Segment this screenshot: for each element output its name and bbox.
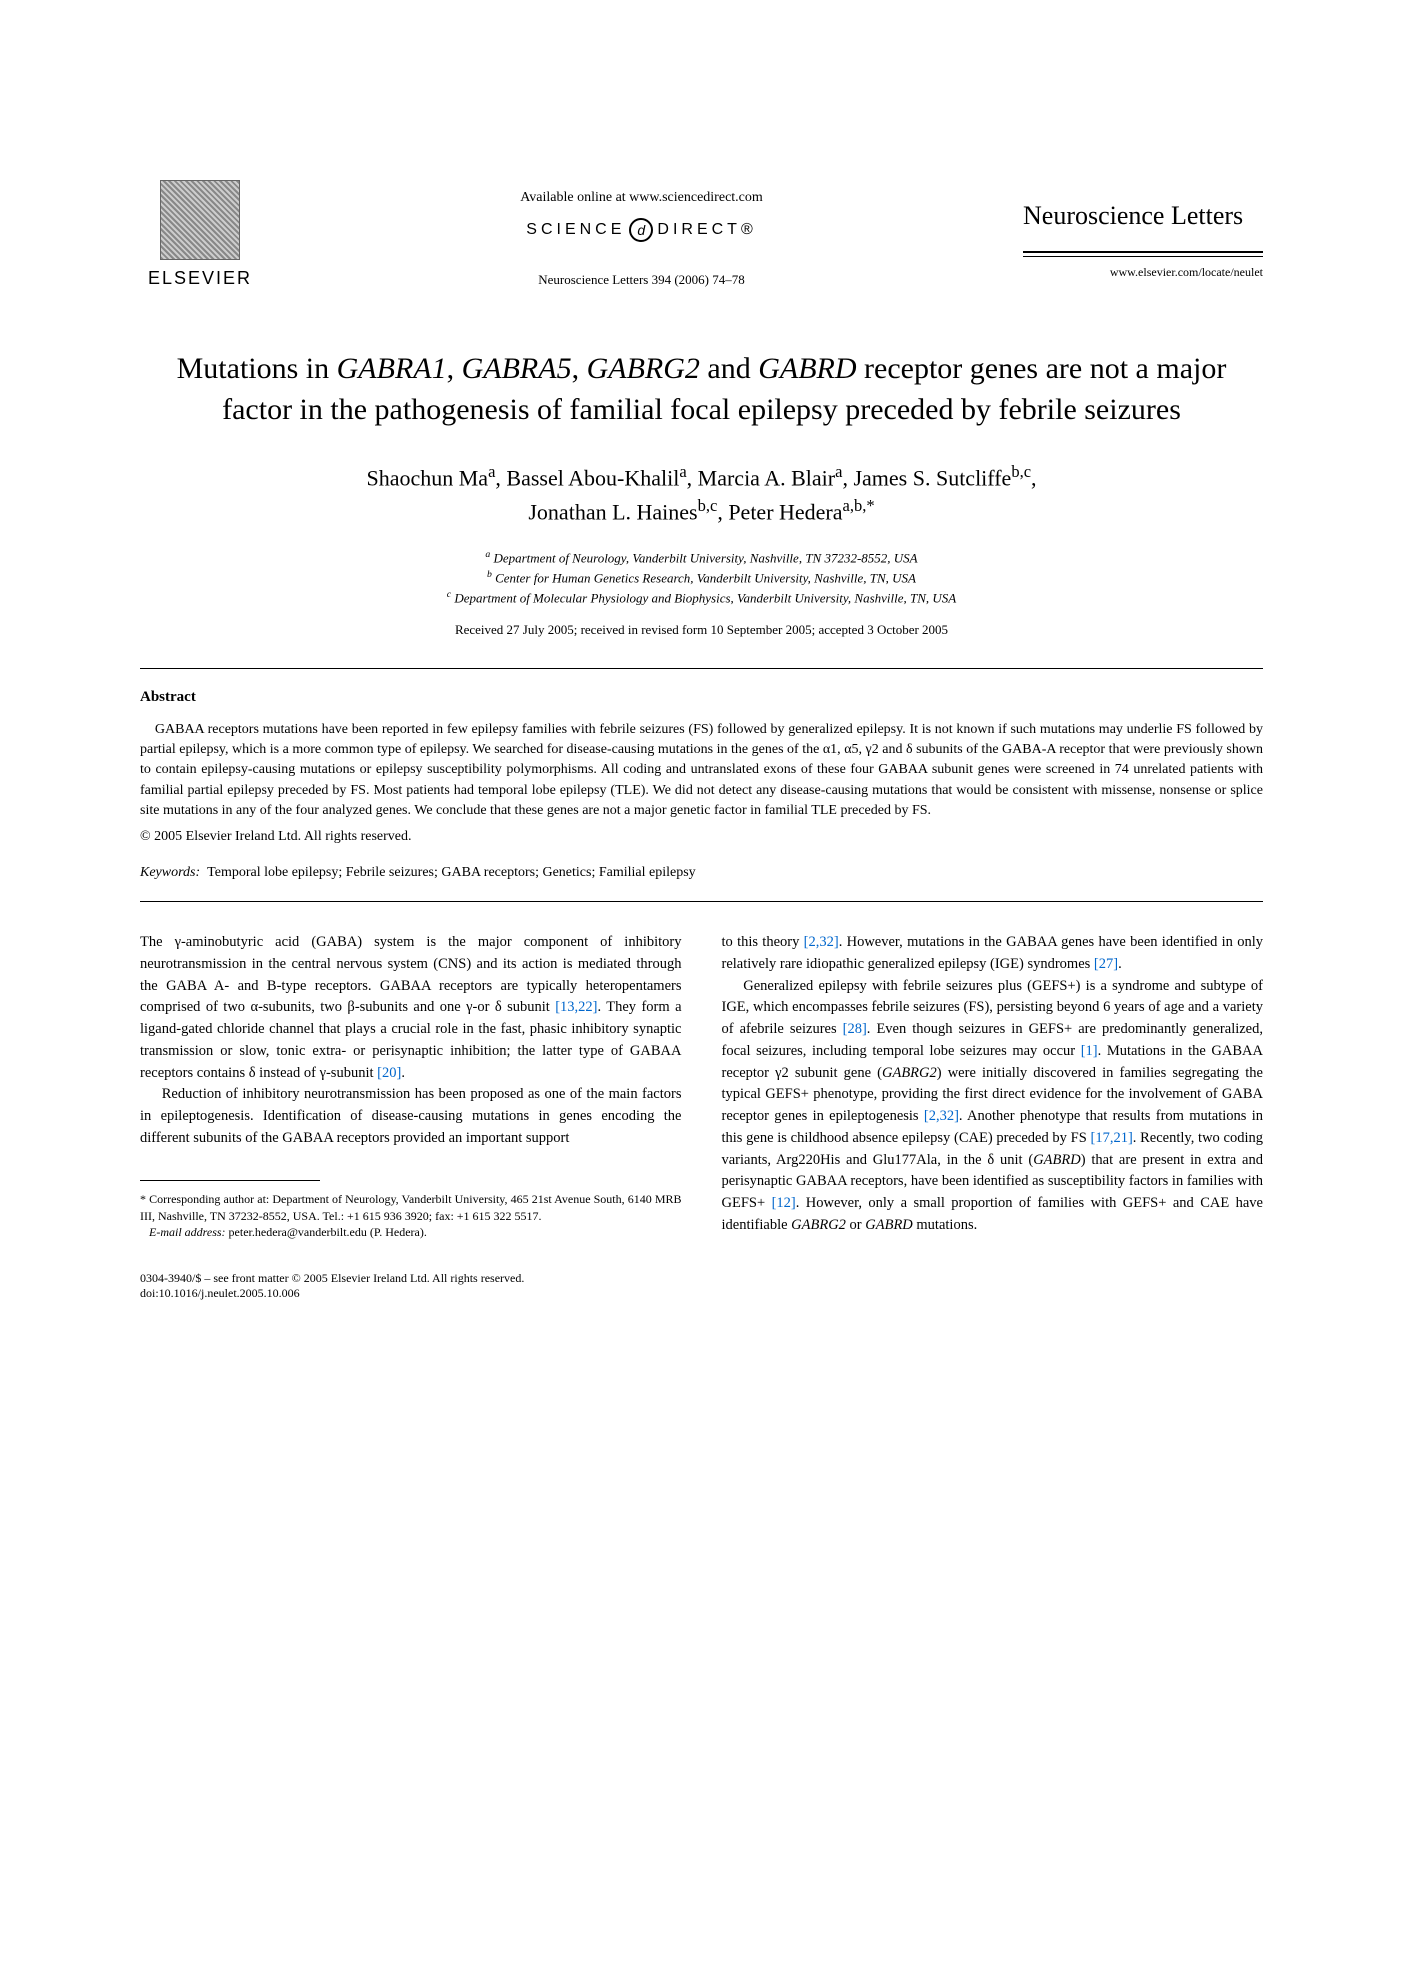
title-text-1: Mutations in (177, 352, 337, 385)
ref-link[interactable]: [17,21] (1090, 1130, 1132, 1146)
title-and: and (700, 352, 758, 385)
title-gene-3: GABRG2 (587, 352, 700, 385)
available-online-text: Available online at www.sciencedirect.co… (260, 190, 1023, 206)
gene-name: GABRG2 (791, 1217, 846, 1233)
footer-doi: doi:10.1016/j.neulet.2005.10.006 (140, 1286, 1263, 1301)
ref-link[interactable]: [28] (843, 1021, 867, 1037)
affiliations: a Department of Neurology, Vanderbilt Un… (140, 548, 1263, 607)
author-6-aff: a,b,* (843, 496, 875, 515)
rule-below-keywords (140, 901, 1263, 902)
right-column: to this theory [2,32]. However, mutation… (722, 932, 1264, 1241)
email-label: E-mail address: (149, 1225, 226, 1239)
footer-copyright: 0304-3940/$ – see front matter © 2005 El… (140, 1271, 1263, 1286)
article-title: Mutations in GABRA1, GABRA5, GABRG2 and … (140, 349, 1263, 430)
journal-header: ELSEVIER Available online at www.science… (140, 180, 1263, 289)
keywords-label: Keywords: (140, 865, 200, 880)
ref-link[interactable]: [20] (377, 1065, 401, 1081)
ref-link[interactable]: [1] (1081, 1043, 1098, 1059)
title-sep-1: , (447, 352, 462, 385)
elsevier-tree-icon (160, 180, 240, 260)
publisher-block: ELSEVIER (140, 180, 260, 289)
footer: 0304-3940/$ – see front matter © 2005 El… (140, 1271, 1263, 1301)
sciencedirect-icon (629, 218, 653, 242)
abstract-text: GABAA receptors mutations have been repo… (140, 722, 1263, 818)
author-2-aff: a (679, 462, 686, 481)
title-sep-2: , (572, 352, 587, 385)
gene-name: GABRD (865, 1217, 913, 1233)
email-value: peter.hedera@vanderbilt.edu (P. Hedera). (229, 1225, 427, 1239)
sciencedirect-logo: SCIENCE DIRECT® (260, 218, 1023, 242)
gene-name: GABRD (1033, 1152, 1081, 1168)
authors: Shaochun Maa, Bassel Abou-Khalila, Marci… (140, 460, 1263, 528)
author-4: James S. Sutcliffe (853, 465, 1011, 490)
center-header: Available online at www.sciencedirect.co… (260, 180, 1023, 288)
body-right-p2: Generalized epilepsy with febrile seizur… (722, 976, 1264, 1237)
corresponding-author-footnote: * Corresponding author at: Department of… (140, 1191, 682, 1241)
author-5: Jonathan L. Haines (528, 499, 697, 524)
journal-rule (1023, 251, 1263, 257)
affiliation-c: Department of Molecular Physiology and B… (454, 590, 956, 605)
author-2: Bassel Abou-Khalil (506, 465, 679, 490)
body-text: mutations. (913, 1217, 977, 1233)
journal-url: www.elsevier.com/locate/neulet (1023, 265, 1263, 280)
author-5-aff: b,c (698, 496, 718, 515)
left-column: The γ-aminobutyric acid (GABA) system is… (140, 932, 682, 1241)
title-gene-1: GABRA1 (337, 352, 447, 385)
body-left-p2: Reduction of inhibitory neurotransmissio… (140, 1084, 682, 1149)
body-text: or (846, 1217, 865, 1233)
sd-post: DIRECT® (657, 221, 756, 238)
keywords: Keywords: Temporal lobe epilepsy; Febril… (140, 865, 1263, 881)
keywords-list: Temporal lobe epilepsy; Febrile seizures… (207, 865, 696, 880)
ref-link[interactable]: [2,32] (804, 934, 839, 950)
title-gene-4: GABRD (758, 352, 856, 385)
publisher-name: ELSEVIER (140, 268, 260, 289)
abstract-copyright: © 2005 Elsevier Ireland Ltd. All rights … (140, 829, 1263, 845)
abstract-heading: Abstract (140, 689, 1263, 706)
footnote-rule (140, 1180, 320, 1181)
abstract-body: GABAA receptors mutations have been repo… (140, 720, 1263, 821)
author-3-aff: a (835, 462, 842, 481)
affiliation-a: Department of Neurology, Vanderbilt Univ… (493, 551, 917, 566)
ref-link[interactable]: [27] (1094, 956, 1118, 972)
body-left-p1: The γ-aminobutyric acid (GABA) system is… (140, 932, 682, 1084)
body-columns: The γ-aminobutyric acid (GABA) system is… (140, 932, 1263, 1241)
author-1: Shaochun Ma (366, 465, 488, 490)
author-6: Peter Hedera (728, 499, 842, 524)
footnote-corr: * Corresponding author at: Department of… (140, 1191, 682, 1225)
author-1-aff: a (488, 462, 495, 481)
rule-above-abstract (140, 668, 1263, 669)
body-text: . (1118, 956, 1122, 972)
sd-pre: SCIENCE (526, 221, 625, 238)
ref-link[interactable]: [13,22] (555, 999, 597, 1015)
affiliation-b: Center for Human Genetics Research, Vand… (495, 570, 916, 585)
journal-name: Neuroscience Letters (1023, 200, 1263, 231)
body-text: to this theory (722, 934, 804, 950)
footnote-email: E-mail address: peter.hedera@vanderbilt.… (140, 1224, 682, 1241)
body-right-p1: to this theory [2,32]. However, mutation… (722, 932, 1264, 976)
ref-link[interactable]: [12] (772, 1195, 796, 1211)
journal-block: Neuroscience Letters www.elsevier.com/lo… (1023, 180, 1263, 280)
citation: Neuroscience Letters 394 (2006) 74–78 (260, 272, 1023, 288)
article-dates: Received 27 July 2005; received in revis… (140, 622, 1263, 638)
body-text: . (401, 1065, 405, 1081)
author-4-aff: b,c (1011, 462, 1031, 481)
title-gene-2: GABRA5 (462, 352, 572, 385)
ref-link[interactable]: [2,32] (924, 1108, 959, 1124)
gene-name: GABRG2 (882, 1065, 937, 1081)
author-3: Marcia A. Blair (698, 465, 835, 490)
